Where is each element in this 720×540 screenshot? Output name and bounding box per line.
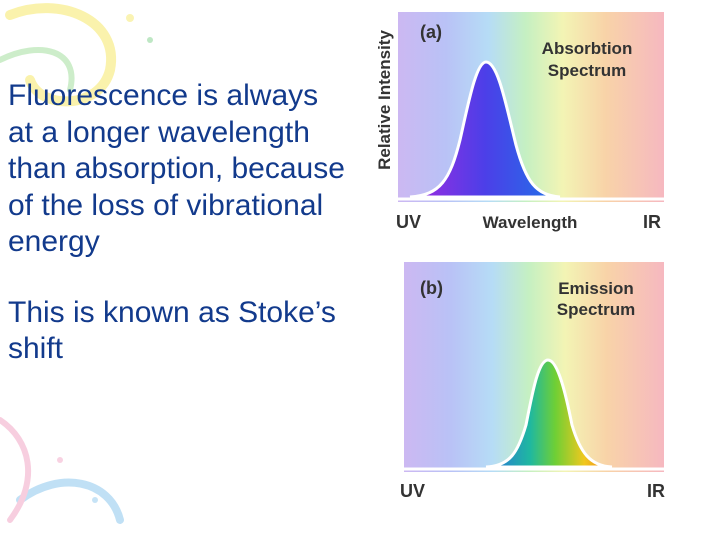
panel-b-tag: (b) (420, 278, 443, 298)
absorption-curve (409, 60, 561, 199)
panel-b-x-right-label: IR (647, 481, 665, 501)
paragraph-fluorescence: Fluorescence is always at a longer wavel… (8, 79, 345, 258)
star-dot (57, 457, 63, 463)
panel-a-x-right-label: IR (643, 212, 661, 232)
panel-a-rainbow-background (398, 12, 664, 202)
panel-b-emission: (b) Emission Spectrum UV IR (400, 262, 665, 501)
panel-a-x-left-label: UV (396, 212, 421, 232)
panel-a-tag: (a) (420, 22, 442, 42)
swirl-yellow (5, 3, 117, 107)
paragraph-stokes-shift: This is known as Stoke’s shift (8, 295, 336, 366)
x-axis-label: Wavelength (483, 213, 578, 232)
emission-curve (485, 358, 613, 469)
panel-a-title-line1: Absorbtion (542, 39, 633, 58)
panel-a-absorption: (a) Absorbtion Spectrum Relative Intensi… (375, 12, 664, 232)
panel-b-title-line2: Spectrum (557, 300, 635, 319)
slide-body-text: Fluorescence is always at a longer wavel… (8, 78, 348, 368)
panel-b-x-left-label: UV (400, 481, 425, 501)
star-dot (92, 497, 98, 503)
swirl-blue (16, 478, 124, 524)
star-dot (126, 14, 134, 22)
swirl-green (0, 47, 75, 93)
swirl-pink (0, 417, 32, 523)
y-axis-label: Relative Intensity (375, 30, 394, 170)
panel-a-title-line2: Spectrum (548, 61, 626, 80)
panel-b-title-line1: Emission (558, 279, 634, 298)
star-dot (147, 37, 153, 43)
